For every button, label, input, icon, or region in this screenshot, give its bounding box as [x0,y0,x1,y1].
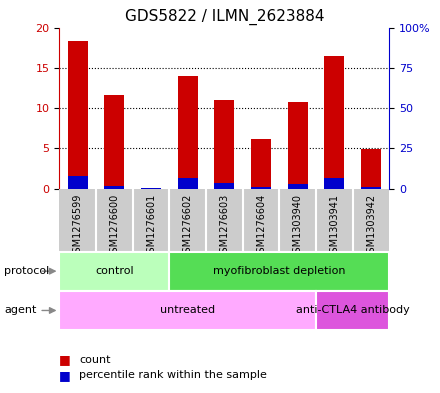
Bar [288,103,308,189]
Bar [316,291,389,330]
Text: GSM1276600: GSM1276600 [110,194,119,259]
Bar [68,41,88,189]
Bar [288,184,308,189]
Text: myofibroblast depletion: myofibroblast depletion [213,266,346,276]
Text: GSM1303942: GSM1303942 [366,194,376,259]
Text: anti-CTLA4 antibody: anti-CTLA4 antibody [296,305,410,316]
Text: agent: agent [4,305,37,316]
Bar [324,56,345,189]
Text: percentile rank within the sample: percentile rank within the sample [79,370,267,380]
Bar [169,252,389,291]
Bar [59,291,316,330]
Bar [214,100,235,189]
Text: GSM1303940: GSM1303940 [293,194,303,259]
Text: GSM1276599: GSM1276599 [73,194,83,259]
Title: GDS5822 / ILMN_2623884: GDS5822 / ILMN_2623884 [125,9,324,25]
Bar [324,178,345,189]
Bar [104,186,125,189]
Text: protocol: protocol [4,266,50,276]
Text: untreated: untreated [160,305,215,316]
Text: GSM1303941: GSM1303941 [330,194,339,259]
Bar [361,149,381,189]
Bar [178,76,198,189]
Text: ■: ■ [59,353,75,366]
Text: count: count [79,354,111,365]
Text: ■: ■ [59,369,75,382]
Bar [251,187,271,189]
Text: GSM1276604: GSM1276604 [256,194,266,259]
Text: control: control [95,266,134,276]
Bar [251,140,271,189]
Bar [104,95,125,189]
Text: GSM1276601: GSM1276601 [146,194,156,259]
Bar [141,188,161,189]
Text: GSM1276603: GSM1276603 [220,194,229,259]
Bar [68,176,88,189]
Text: GSM1276602: GSM1276602 [183,194,193,259]
Bar [59,252,169,291]
Bar [361,187,381,189]
Bar [214,184,235,189]
Bar [178,178,198,189]
